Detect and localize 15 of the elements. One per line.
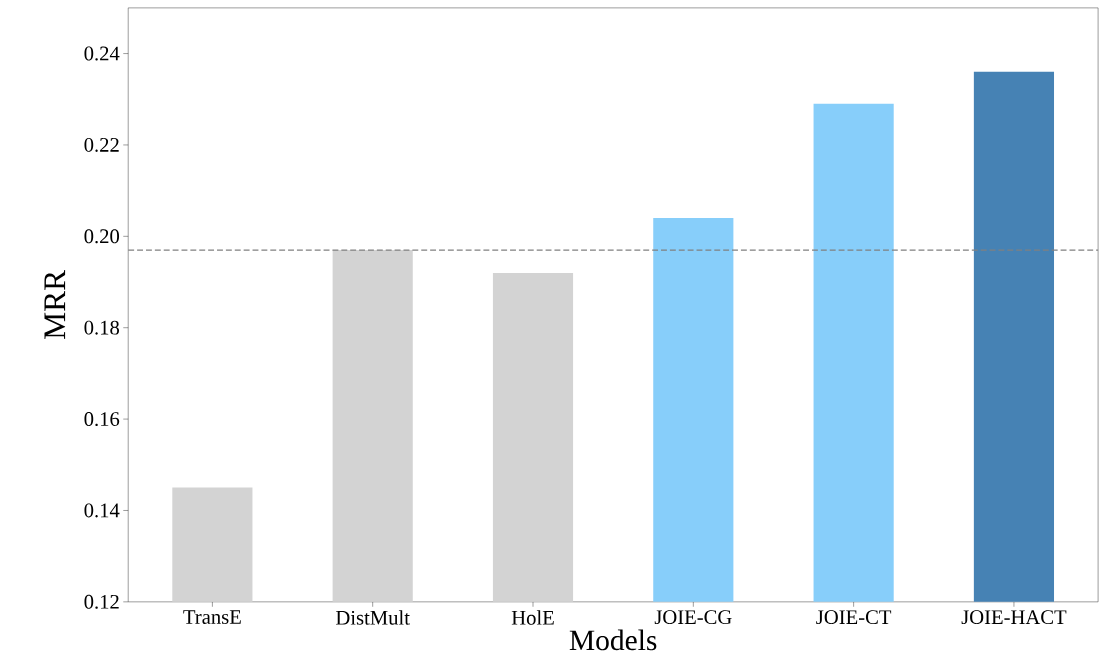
y-tick-label: 0.18 xyxy=(84,320,120,335)
x-axis-title: Models xyxy=(569,629,657,651)
y-tick-label: 0.16 xyxy=(84,412,120,427)
x-tick-label: JOIE-CT xyxy=(816,610,892,625)
x-tick-label: TransE xyxy=(183,610,241,624)
y-tick-label: 0.14 xyxy=(84,503,120,518)
y-tick-label: 0.12 xyxy=(84,594,119,609)
x-tick-label: DistMult xyxy=(336,610,410,625)
x-tick-label: HolE xyxy=(511,610,554,625)
y-axis-title: MRR xyxy=(44,269,66,339)
y-tick-label: 0.24 xyxy=(84,46,120,61)
x-tick-label: JOIE-CG xyxy=(654,610,732,625)
y-tick-label: 0.22 xyxy=(84,137,119,152)
y-tick-label: 0.20 xyxy=(84,229,120,244)
x-tick-label: JOIE-HACT xyxy=(961,610,1067,625)
